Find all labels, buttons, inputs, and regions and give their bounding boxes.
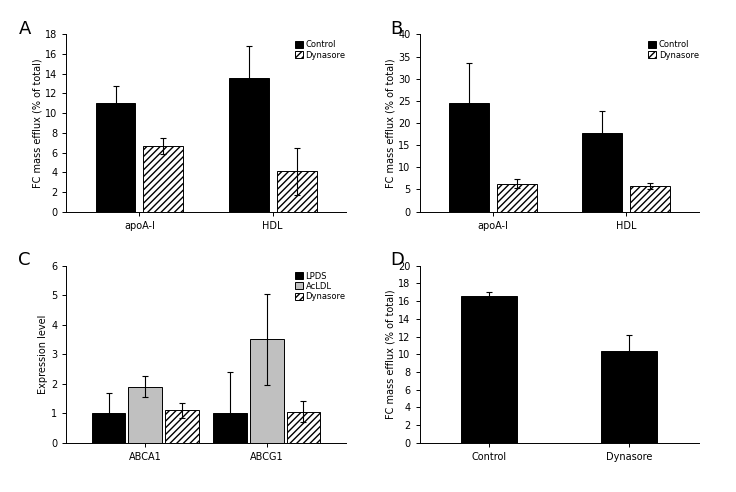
Y-axis label: FC mass efflux (% of total): FC mass efflux (% of total) (385, 58, 395, 188)
Bar (601, 351, 657, 443)
Text: A: A (18, 20, 31, 38)
Bar (92, 413, 125, 443)
Text: C: C (18, 251, 31, 269)
Y-axis label: FC mass efflux (% of total): FC mass efflux (% of total) (32, 58, 42, 188)
Legend: LPDS, AcLDL, Dynasore: LPDS, AcLDL, Dynasore (293, 270, 347, 303)
Y-axis label: FC mass efflux (% of total): FC mass efflux (% of total) (386, 289, 395, 419)
Bar (129, 387, 162, 443)
Bar (144, 146, 183, 212)
Bar (250, 339, 283, 443)
Y-axis label: Expression level: Expression level (38, 314, 48, 394)
Bar (582, 133, 622, 212)
Bar (277, 171, 316, 212)
Bar (165, 410, 199, 443)
Legend: Control, Dynasore: Control, Dynasore (293, 38, 347, 61)
Bar (96, 103, 135, 212)
Bar (630, 186, 670, 212)
Bar (229, 78, 269, 212)
Legend: Control, Dynasore: Control, Dynasore (646, 38, 701, 61)
Bar (461, 296, 517, 443)
Bar (449, 103, 489, 212)
Bar (287, 412, 320, 443)
Bar (497, 184, 537, 212)
Text: B: B (390, 20, 403, 38)
Bar (213, 413, 247, 443)
Text: D: D (390, 251, 404, 269)
